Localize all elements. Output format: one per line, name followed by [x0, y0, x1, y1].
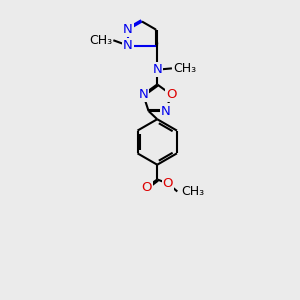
Text: O: O — [163, 177, 173, 190]
Text: N: N — [152, 63, 162, 76]
Text: N: N — [123, 23, 133, 36]
Text: CH₃: CH₃ — [173, 62, 196, 75]
Text: CH₃: CH₃ — [181, 185, 204, 198]
Text: N: N — [123, 39, 133, 52]
Text: N: N — [161, 105, 171, 118]
Text: N: N — [138, 88, 148, 101]
Text: O: O — [141, 181, 152, 194]
Text: O: O — [166, 88, 176, 101]
Text: CH₃: CH₃ — [89, 34, 112, 47]
